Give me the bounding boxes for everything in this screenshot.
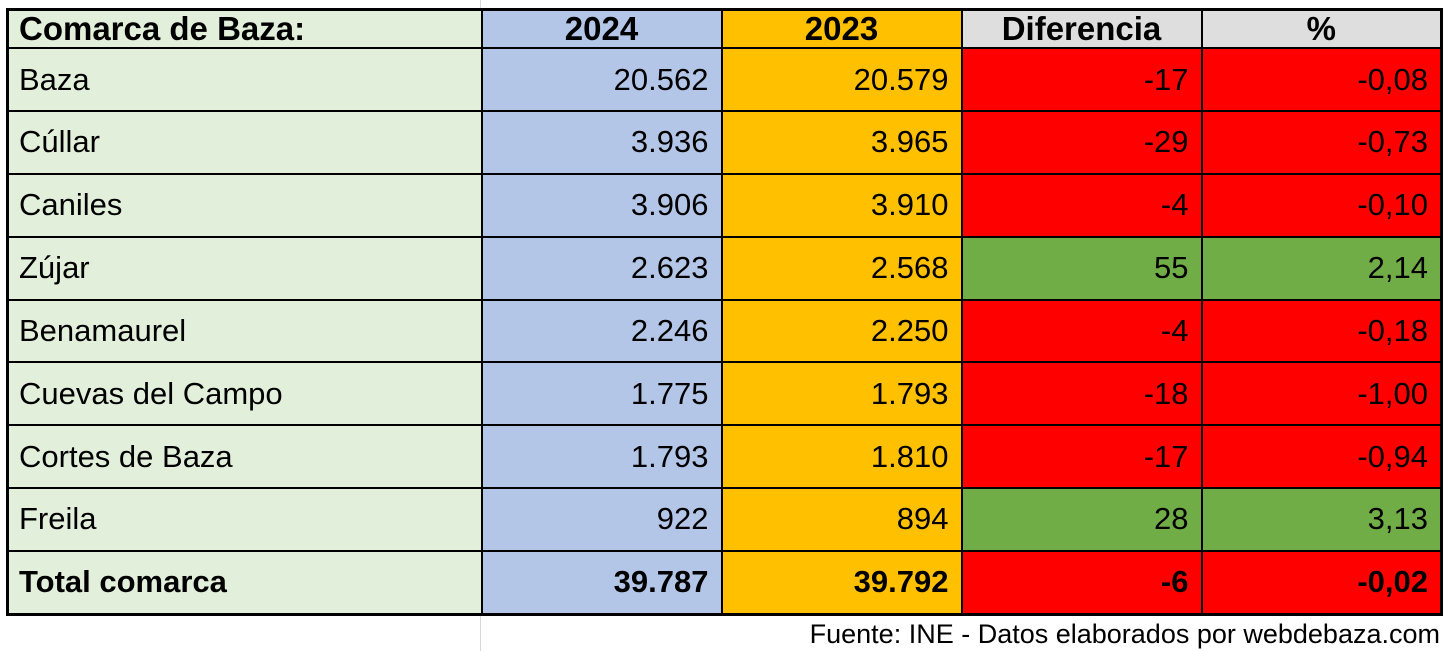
value-diferencia: -6 [960,549,1203,616]
header-comarca: Comarca de Baza: [6,8,483,50]
value-2024: 2.246 [480,298,723,364]
value-diferencia: 28 [960,486,1203,552]
value-diferencia: -17 [960,424,1203,489]
value-2023: 1.793 [720,361,963,427]
table-row: Benamaurel 2.246 2.250 -4 -0,18 [6,298,1443,364]
value-2023: 2.568 [720,235,963,301]
header-diferencia: Diferencia [960,8,1203,50]
value-diferencia: -4 [960,172,1203,238]
value-2023: 2.250 [720,298,963,364]
municipality-name: Freila [6,486,483,552]
value-2024: 3.936 [480,110,723,175]
value-2023: 39.792 [720,549,963,616]
value-percent: 3,13 [1200,486,1443,552]
value-diferencia: 55 [960,235,1203,301]
value-2024: 922 [480,486,723,552]
municipality-name: Benamaurel [6,298,483,364]
table-row: Caniles 3.906 3.910 -4 -0,10 [6,172,1443,238]
value-percent: -0,73 [1200,110,1443,175]
value-percent: 2,14 [1200,235,1443,301]
value-2024: 2.623 [480,235,723,301]
municipality-name: Cúllar [6,110,483,175]
value-2024: 20.562 [480,47,723,113]
value-diferencia: -29 [960,110,1203,175]
table-row: Baza 20.562 20.579 -17 -0,08 [6,47,1443,113]
table-body: Baza 20.562 20.579 -17 -0,08 Cúllar 3.936 3.965… [6,47,1443,616]
value-diferencia: -4 [960,298,1203,364]
value-percent: -0,18 [1200,298,1443,364]
table-row: Freila 922 894 28 3,13 [6,486,1443,552]
value-2024: 3.906 [480,172,723,238]
value-2024: 1.775 [480,361,723,427]
header-2023: 2023 [720,8,963,50]
header-percent: % [1200,8,1443,50]
table-row: Cortes de Baza 1.793 1.810 -17 -0,94 [6,424,1443,489]
value-2023: 20.579 [720,47,963,113]
value-diferencia: -17 [960,47,1203,113]
spreadsheet-gridline-bottom [480,616,481,651]
value-2023: 3.965 [720,110,963,175]
value-diferencia: -18 [960,361,1203,427]
value-2024: 39.787 [480,549,723,616]
municipality-name: Cuevas del Campo [6,361,483,427]
value-percent: -0,08 [1200,47,1443,113]
table-row: Cuevas del Campo 1.775 1.793 -18 -1,00 [6,361,1443,427]
municipality-name: Zújar [6,235,483,301]
value-2023: 3.910 [720,172,963,238]
municipality-name: Baza [6,47,483,113]
spreadsheet-gridline-top [480,0,481,8]
header-2024: 2024 [480,8,723,50]
value-2023: 894 [720,486,963,552]
source-note: Fuente: INE - Datos elaborados por webde… [809,619,1440,649]
table-row: Cúllar 3.936 3.965 -29 -0,73 [6,110,1443,175]
value-percent: -0,94 [1200,424,1443,489]
value-2024: 1.793 [480,424,723,489]
header-row: Comarca de Baza: 2024 2023 Diferencia % [6,8,1443,50]
value-percent: -0,10 [1200,172,1443,238]
value-2023: 1.810 [720,424,963,489]
municipality-name: Cortes de Baza [6,424,483,489]
municipality-name: Total comarca [6,549,483,616]
value-percent: -1,00 [1200,361,1443,427]
value-percent: -0,02 [1200,549,1443,616]
population-table: Comarca de Baza: 2024 2023 Diferencia % … [6,8,1443,616]
table-row: Zújar 2.623 2.568 55 2,14 [6,235,1443,301]
total-row: Total comarca 39.787 39.792 -6 -0,02 [6,549,1443,616]
municipality-name: Caniles [6,172,483,238]
